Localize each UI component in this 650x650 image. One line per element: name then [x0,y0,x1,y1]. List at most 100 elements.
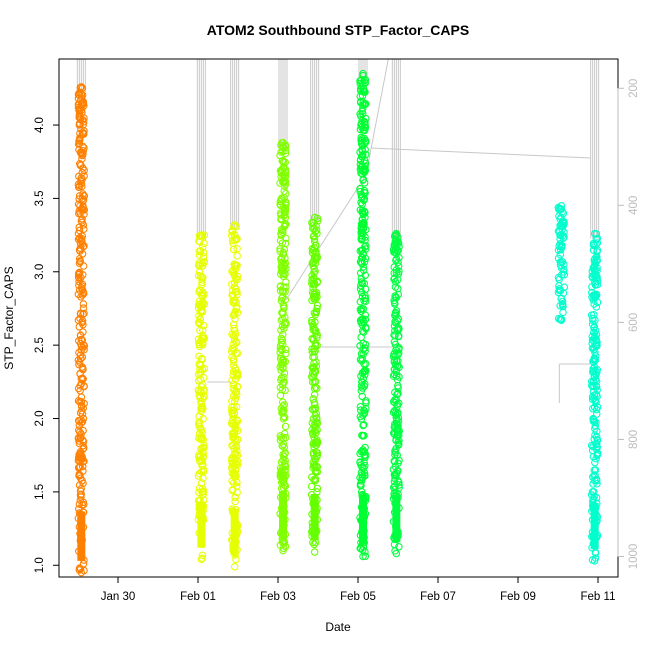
data-point [357,140,366,148]
data-point [75,146,83,154]
data-point [227,231,236,240]
data-point [76,474,85,483]
data-point [310,353,319,361]
data-point [391,283,400,291]
data-point [310,438,318,447]
data-point [390,331,398,339]
data-point [230,222,238,230]
data-point [559,209,568,218]
data-point [590,263,598,271]
data-point [278,441,286,450]
x-tick-label: Feb 11 [581,591,616,603]
y-tick-label: 1.0 [34,557,46,573]
data-point [75,106,83,115]
data-point [360,382,369,390]
data-point [359,126,368,134]
data-point [394,238,402,246]
series-group [74,83,89,577]
data-point [311,339,320,347]
data-point [311,327,320,335]
y-tick-label: 4.0 [34,117,46,133]
data-point [229,321,238,329]
data-point [233,272,242,281]
data-point [74,290,83,299]
data-point [591,370,600,379]
data-point [311,341,320,350]
data-point [313,293,321,301]
data-point [589,404,597,413]
data-point [75,136,84,144]
data-point [359,446,367,454]
data-point [281,296,290,304]
data-point [361,271,370,279]
data-point [593,239,602,247]
data-point [279,248,287,257]
series-group [307,213,322,556]
data-point [79,203,87,211]
y-tick-label: 2.5 [34,337,46,353]
dense-cluster [310,494,319,541]
data-point [359,374,368,383]
data-point [232,478,241,486]
data-point [196,314,204,323]
dense-cluster [77,511,86,561]
data-point [591,549,600,557]
data-point [358,384,367,392]
data-point [357,235,366,243]
data-point [359,328,368,336]
data-point [311,377,320,386]
data-point [233,252,241,260]
data-point [279,406,287,414]
data-point [76,83,85,92]
data-point [395,399,403,407]
data-point [77,402,86,411]
data-point [194,304,203,313]
data-point [279,456,287,464]
data-point [198,428,206,437]
data-point [80,166,88,175]
dense-cluster [230,508,239,555]
data-point [231,426,240,434]
data-point [593,410,601,418]
data-point [200,239,208,248]
data-point [231,493,239,502]
chart-title: ATOM2 Southbound STP_Factor_CAPS [207,22,469,38]
data-point [588,393,597,401]
data-point [589,417,598,425]
data-point [194,335,203,343]
data-point [391,447,399,455]
data-point [195,361,204,369]
data-point [281,189,290,198]
data-point [76,370,84,378]
data-point [277,141,285,150]
data-point [359,421,367,430]
data-point [309,429,317,437]
data-point [361,453,369,462]
data-point [79,205,87,214]
data-point [560,233,568,241]
gray-vertical-lines [76,59,600,241]
data-point [361,119,369,127]
data-point [200,231,209,239]
data-point [356,406,365,414]
data-point [195,319,204,327]
data-point [556,231,564,239]
data-point [75,137,83,145]
data-point [231,497,239,506]
data-point [313,452,321,461]
data-point [310,370,318,379]
data-point [233,261,241,270]
data-point [78,501,86,509]
data-point [78,280,87,289]
data-point [395,484,403,492]
data-point [588,314,597,323]
data-point [79,343,87,352]
data-point [77,176,85,185]
data-point [394,351,402,359]
data-point [199,261,207,270]
data-point [359,176,367,184]
data-point [559,308,567,317]
data-point [80,225,88,233]
data-point [390,350,398,358]
data-point [359,98,367,107]
